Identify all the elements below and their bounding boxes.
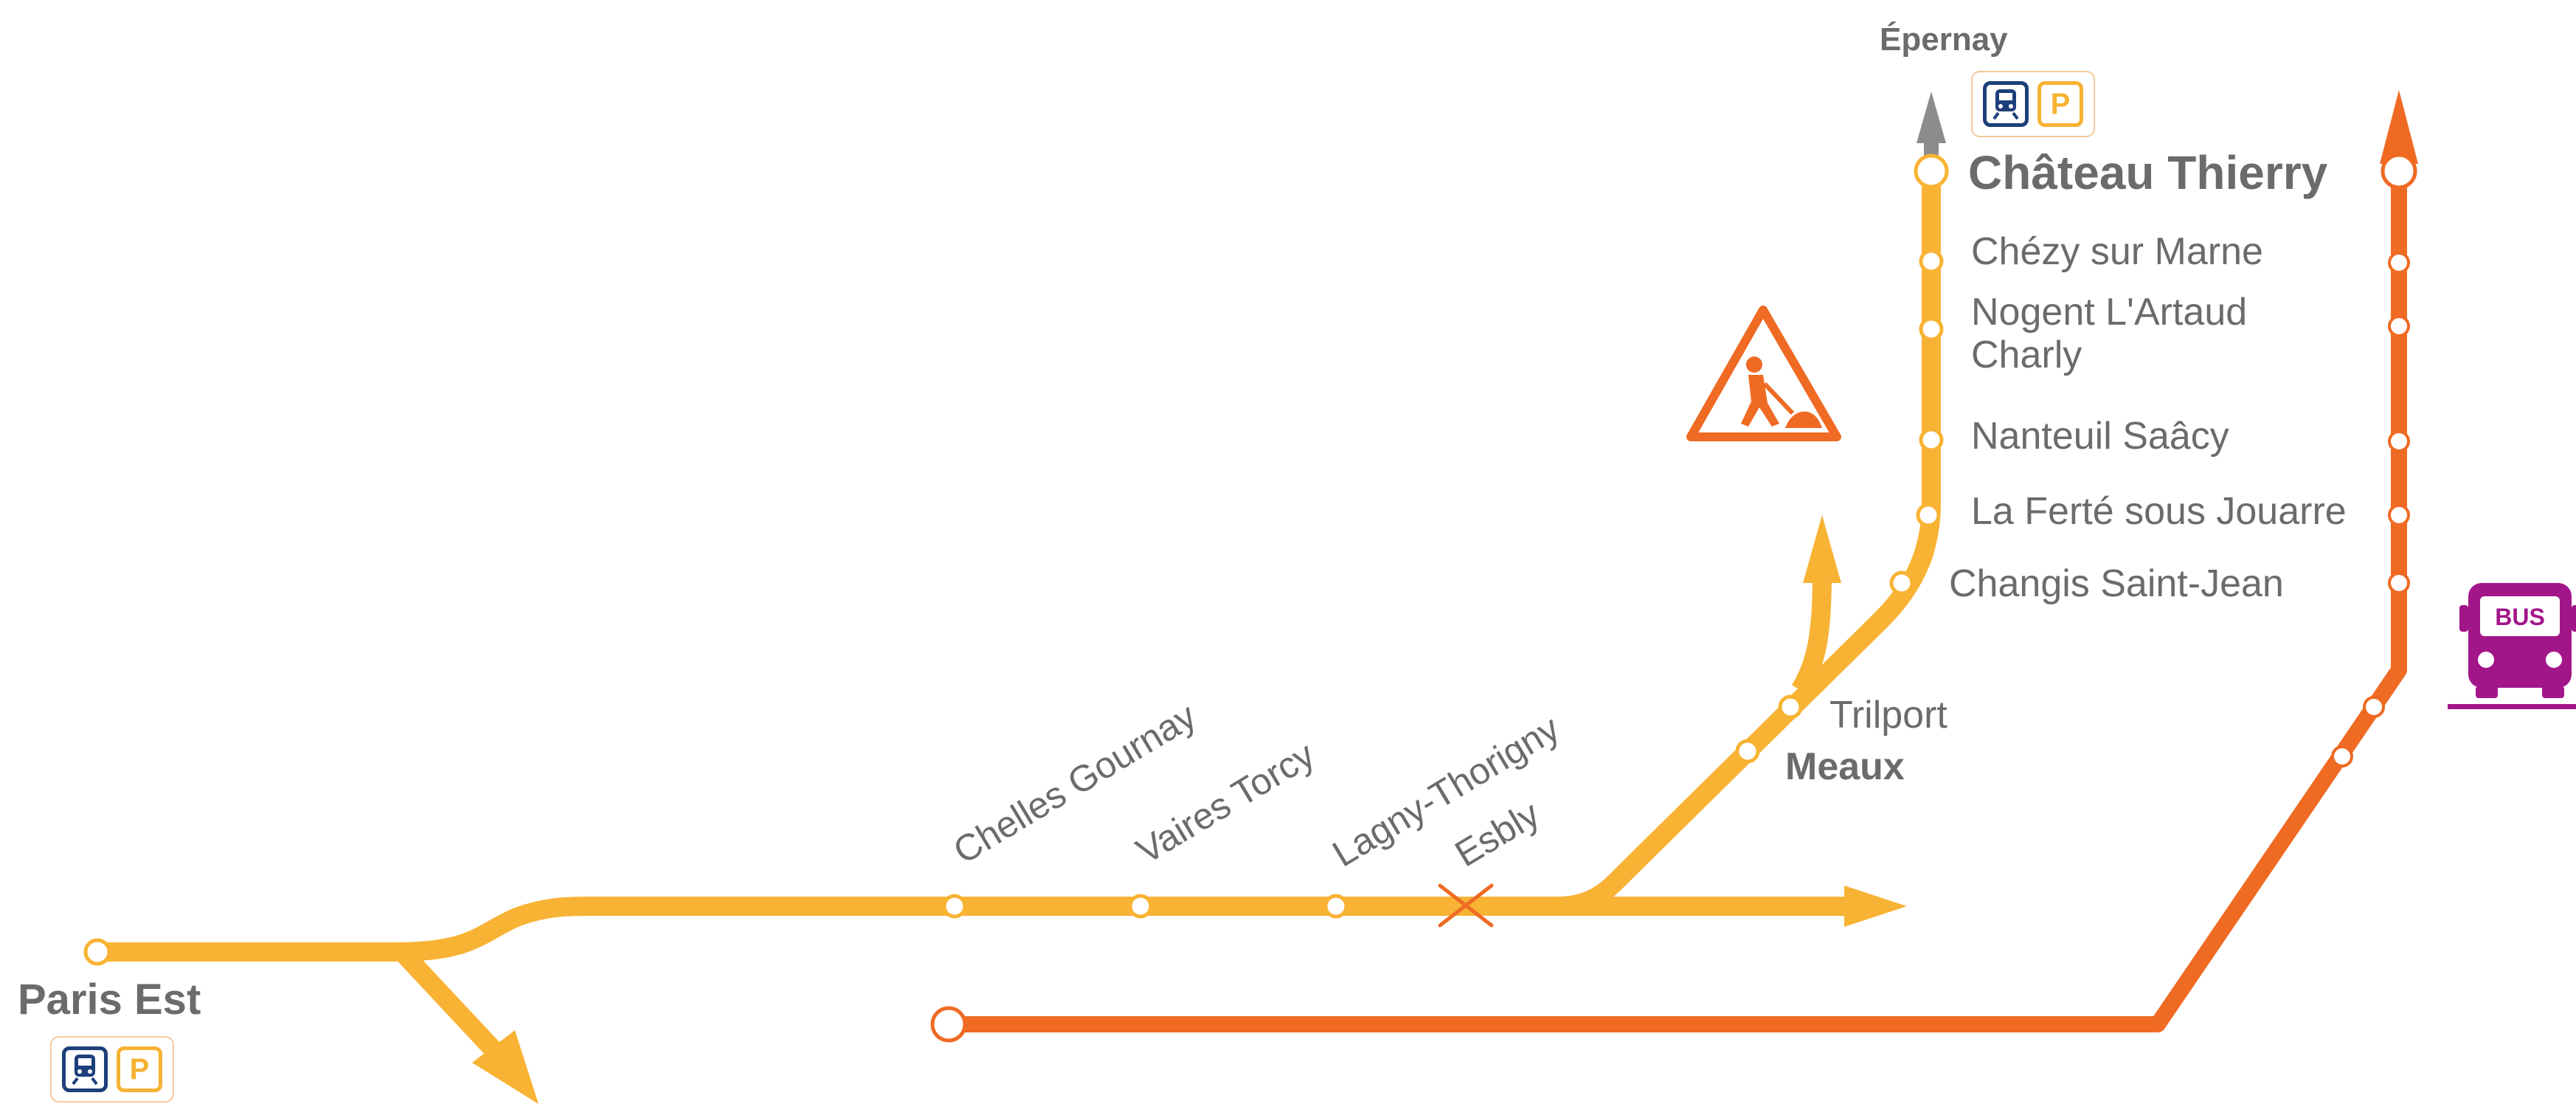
station-label-esbly: Esbly	[1448, 793, 1547, 874]
train-line	[97, 140, 1941, 1073]
bus-stop	[2388, 572, 2410, 594]
station-dot-la-ferte	[1916, 503, 1941, 528]
bus-route	[949, 170, 2407, 1032]
bus-stop	[2388, 504, 2410, 526]
station-dot-chezy	[1919, 249, 1944, 274]
train-stations	[83, 153, 1949, 966]
train-icon	[1983, 81, 2029, 127]
bus-stop	[2363, 696, 2385, 718]
station-label-nogent: Nogent L'Artaud	[1971, 291, 2247, 334]
station-label-changis: Changis Saint-Jean	[1949, 562, 2284, 605]
station-dot-trilport	[1778, 694, 1803, 720]
bus-stop	[2331, 745, 2353, 767]
line-branch-north	[1791, 575, 1832, 695]
line-to-chateau-thierry	[1556, 171, 1941, 916]
arrow-epernay	[1917, 92, 1946, 143]
station-dot-chateau-thierry	[1914, 153, 1949, 189]
cross-icon	[1438, 883, 1494, 928]
line-branch-south	[395, 945, 516, 1073]
bus-stop-end	[2381, 153, 2417, 190]
arrow-south	[472, 1030, 539, 1104]
bus-stop	[2388, 430, 2410, 452]
station-label-trilport: Trilport	[1829, 694, 1947, 736]
arrow-east	[1844, 886, 1907, 927]
station-label-lagny: Lagny-Thorigny	[1326, 707, 1567, 874]
station-label-charly: Charly	[1971, 334, 2082, 376]
arrow-north	[1803, 515, 1841, 583]
bus-icon-label: BUS	[2495, 604, 2545, 630]
parking-icon: P	[117, 1046, 162, 1092]
bus-icon: BUS	[2448, 583, 2576, 709]
bus-route-arrow	[2380, 90, 2418, 164]
station-label-chezy: Chézy sur Marne	[1971, 230, 2263, 273]
station-dot-nanteuil	[1919, 427, 1944, 452]
station-label-nanteuil: Nanteuil Saâcy	[1971, 415, 2229, 458]
services-badge-chateau-thierry: P	[1971, 71, 2095, 137]
services-badge-paris-est: P	[50, 1036, 174, 1103]
station-label-epernay: Épernay	[1880, 21, 2008, 58]
station-dot-changis	[1889, 570, 1914, 596]
station-dot-lagny	[1323, 894, 1348, 919]
bus-stop-start	[930, 1006, 967, 1043]
bus-stop	[2388, 252, 2410, 274]
station-label-chateau-thierry: Château Thierry	[1968, 146, 2328, 199]
station-dot-paris-est	[83, 938, 111, 966]
station-dot-meaux	[1735, 739, 1760, 764]
station-dot-chelles	[942, 894, 967, 919]
station-label-meaux: Meaux	[1785, 745, 1905, 788]
line-trunk	[97, 897, 1859, 962]
parking-icon: P	[2037, 81, 2083, 127]
station-label-la-ferte: La Ferté sous Jouarre	[1971, 490, 2347, 533]
roadworks-warning-icon	[1686, 306, 1841, 441]
bus-stop	[2388, 315, 2410, 337]
train-icon	[62, 1046, 108, 1092]
station-label-paris-est: Paris Est	[18, 976, 201, 1024]
station-dot-vaires	[1128, 894, 1153, 919]
bus-replacement-line	[930, 90, 2418, 1043]
station-dot-nogent	[1919, 317, 1944, 342]
